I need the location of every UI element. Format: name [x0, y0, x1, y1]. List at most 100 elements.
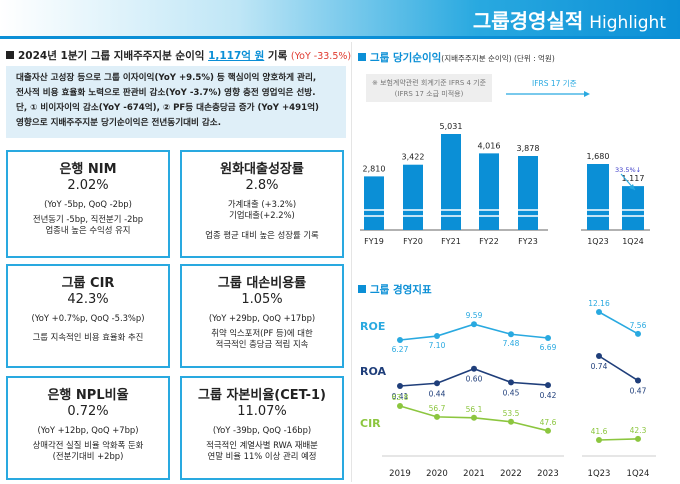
point-label: 53.5 — [503, 409, 520, 418]
bar-category-label: FY20 — [403, 237, 423, 246]
bar-value-label: 3,878 — [517, 144, 540, 153]
kpi-note: 가계대출 (+3.2%) — [227, 199, 297, 209]
data-point — [635, 377, 641, 384]
x-tick-label: 2022 — [500, 469, 522, 479]
data-point — [508, 379, 514, 386]
point-label: 0.44 — [429, 389, 446, 398]
kpi-note: 적극적인 충당금 적립 지속 — [215, 339, 309, 349]
kpi-sub: (YoY +12bp, QoQ +7bp) — [37, 425, 139, 435]
headline-suffix: 기록 — [267, 50, 288, 62]
headline: 2024년 1분기 그룹 지배주주지분 순이익 1,117억 원 기록 (YoY… — [6, 48, 351, 63]
kpi-card-bank-nim: 은행 NIM 2.02% (YoY -5bp, QoQ -2bp) 전년동기 -… — [6, 150, 170, 258]
point-label: 56.7 — [429, 404, 446, 413]
bar — [587, 164, 609, 230]
x-tick-label: 2021 — [463, 469, 485, 479]
point-label: 56.1 — [466, 405, 483, 414]
data-point — [471, 414, 477, 421]
indicator-chart: ROE 6.27 7.10 9.59 7.48 6.69 12.16 7.56 ROA 0.41 0… — [360, 299, 656, 479]
point-label: 0.47 — [630, 387, 647, 396]
kpi-card-cet1-ratio: 그룹 자본비율(CET-1) 11.07% (YoY -39bp, QoQ -1… — [180, 376, 344, 480]
point-label: 63.8 — [392, 393, 409, 402]
kpi-sub: (YoY -5bp, QoQ -2bp) — [44, 199, 132, 209]
kpi-sub: (YoY +0.7%p, QoQ -5.3%p) — [31, 313, 145, 323]
bar — [403, 164, 423, 230]
ifrs4-note-line: (IFRS 17 소급 미적용) — [395, 89, 464, 98]
bar-category-label: 1Q23 — [587, 237, 609, 246]
bar — [518, 156, 538, 230]
ifrs4-note-box: ※ 보험계약관련 회계기준 IFRS 4 기준 (IFRS 17 소급 미적용) — [366, 74, 492, 102]
kpi-title: 그룹 자본비율(CET-1) — [198, 388, 326, 403]
point-label: 0.60 — [466, 375, 483, 384]
bar-category-label: 1Q24 — [622, 237, 644, 246]
kpi-value: 11.07% — [237, 404, 287, 419]
kpi-title: 은행 NPL비율 — [47, 388, 129, 403]
point-label: 0.45 — [503, 388, 520, 397]
kpi-title: 그룹 CIR — [61, 276, 115, 291]
series-line — [598, 311, 639, 335]
data-point — [471, 321, 477, 328]
point-label: 9.59 — [466, 311, 483, 320]
kpi-value: 0.72% — [67, 404, 109, 419]
data-point — [397, 383, 403, 389]
headline-prefix: 2024년 1분기 그룹 지배주주지분 순이익 — [18, 50, 205, 62]
kpi-card-loan-growth: 원화대출성장률 2.8% 가계대출 (+3.2%) 기업대출(+2.2%) 업종… — [180, 150, 344, 258]
page-subtitle: Highlight — [589, 13, 666, 33]
kpi-note: (전분기대비 +2bp) — [52, 451, 124, 461]
data-point — [434, 333, 440, 340]
kpi-card-npl-ratio: 은행 NPL비율 0.72% (YoY +12bp, QoQ +7bp) 상매각… — [6, 376, 170, 480]
header-gradient-bar — [0, 0, 680, 36]
summary-line: 영향으로 지배주주지분 당기순이익은 전년동기대비 감소. — [16, 118, 221, 128]
point-label: 42.3 — [630, 426, 647, 435]
profit-unit: (지배주주지분 순이익) (단위 : 억원) — [441, 54, 555, 63]
data-point — [508, 331, 514, 338]
kpi-title: 그룹 대손비용률 — [217, 276, 307, 291]
bar — [364, 176, 384, 230]
bar-value-label: 5,031 — [440, 122, 463, 131]
kpi-note: 업종 평균 대비 높은 성장률 기록 — [205, 230, 319, 240]
kpi-title: 원화대출성장률 — [220, 162, 304, 177]
bar-category-label: FY23 — [518, 237, 538, 246]
bar-category-label: FY21 — [441, 237, 461, 246]
kpi-note: 전년동기 -5bp, 직전분기 -2bp — [32, 214, 144, 224]
kpi-note: 취약 익스포저(PF 등)에 대한 — [211, 328, 313, 338]
bar-value-label: 1,680 — [587, 152, 610, 161]
bar-value-label: 4,016 — [478, 141, 501, 150]
kpi-note: 업종내 높은 수익성 유지 — [45, 225, 131, 235]
page-header: 그룹경영실적 Highlight — [0, 0, 680, 40]
x-tick-label: 1Q23 — [588, 469, 611, 479]
summary-line: 단, ① 비이자이익 감소(YoY -674억), ② PF등 대손충당금 증가… — [16, 103, 319, 113]
summary-line: 전사적 비용 효율화 노력으로 판관비 감소(YoY -3.7%) 영향 충전 … — [16, 88, 316, 98]
kpi-value: 42.3% — [67, 292, 109, 307]
series-line — [598, 355, 639, 382]
bar — [479, 153, 499, 230]
kpi-sub: (YoY +29bp, QoQ +17bp) — [208, 313, 316, 323]
point-label: 6.69 — [540, 343, 557, 352]
square-bullet-icon — [358, 285, 366, 293]
kpi-note: 적극적인 계열사별 RWA 재배분 — [206, 440, 318, 450]
point-label: 0.41 — [392, 392, 409, 401]
bar-category-label: FY19 — [364, 237, 384, 246]
data-point — [635, 435, 641, 442]
x-tick-label: 2020 — [426, 469, 448, 479]
point-label: 6.27 — [392, 345, 409, 354]
point-label: 7.56 — [630, 321, 647, 330]
bar-category-label: FY22 — [479, 237, 499, 246]
point-label: 41.6 — [591, 427, 608, 436]
point-label: 47.6 — [540, 418, 557, 427]
point-label: 12.16 — [588, 299, 610, 308]
bar — [441, 134, 461, 230]
data-point — [596, 437, 602, 443]
data-point — [545, 427, 551, 434]
data-point — [471, 365, 477, 372]
point-label: 7.10 — [429, 341, 446, 350]
x-tick-label: 1Q24 — [627, 469, 650, 479]
data-point — [596, 353, 602, 359]
data-point — [397, 403, 403, 409]
series-label: ROE — [360, 320, 385, 333]
square-bullet-icon — [6, 51, 14, 59]
change-label: 33.5%↓ — [615, 166, 641, 174]
kpi-sub: (YoY -39bp, QoQ -16bp) — [212, 425, 312, 435]
data-point — [545, 382, 551, 389]
data-point — [434, 380, 440, 387]
kpi-value: 2.8% — [245, 178, 279, 193]
